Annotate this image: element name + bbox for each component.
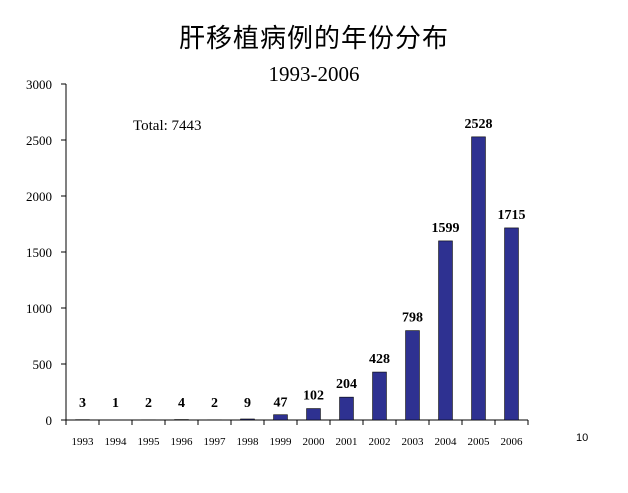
x-tick-label: 1999 [270,436,293,448]
total-annotation: Total: 7443 [133,118,202,134]
bar [273,414,288,421]
data-label: 204 [336,377,357,392]
x-tick-label: 2002 [369,436,391,448]
x-tick-label: 1993 [72,436,95,448]
bar [438,240,453,421]
data-label: 9 [244,396,251,411]
data-label: 2528 [465,117,493,132]
bar [306,408,321,421]
data-label: 1 [112,396,119,411]
x-tick-label: 1996 [171,436,194,448]
x-tick-label: 1994 [105,436,128,448]
y-axis: 0 500 1000 1500 2000 2500 3000 [26,77,67,428]
slide-title: 肝移植病例的年份分布 [178,24,449,54]
y-tick-label: 2000 [26,189,52,204]
bar [405,330,420,421]
data-label: 2 [145,396,152,411]
y-tick-label: 3000 [26,77,52,92]
data-label: 1715 [498,208,526,223]
bar [372,371,387,421]
x-axis: 1993 1994 1995 1996 1997 1998 1999 2000 2001 2002… [65,419,529,448]
x-tick-label: 2006 [501,436,524,448]
data-label: 47 [274,396,288,411]
bar [240,418,255,421]
bar [504,227,519,421]
data-label: 1599 [432,221,460,236]
bar [339,396,354,421]
bar-series [75,136,519,421]
x-tick-label: 2000 [303,436,326,448]
x-tick-label: 2004 [435,436,458,448]
x-tick-label: 2005 [468,436,491,448]
data-labels: 3 1 2 4 2 9 47 102 204 428 798 1599 2528 1715 [79,117,526,411]
y-tick-label: 1000 [26,301,52,316]
x-tick-label: 1995 [138,436,161,448]
x-tick-label: 1997 [204,436,227,448]
x-tick-label: 2001 [336,436,358,448]
page-number: 10 [576,432,589,444]
y-tick-label: 2500 [26,133,52,148]
data-label: 4 [178,396,185,411]
y-tick-label: 0 [46,413,53,428]
data-label: 2 [211,396,218,411]
data-label: 798 [402,311,423,326]
data-label: 428 [369,352,390,367]
y-tick-label: 1500 [26,245,52,260]
bar [471,136,486,421]
x-tick-label: 1998 [237,436,260,448]
x-tick-label: 2003 [402,436,425,448]
slide-subtitle: 1993-2006 [268,62,360,86]
y-tick-label: 500 [33,357,53,372]
data-label: 3 [79,396,86,411]
data-label: 102 [303,389,324,404]
